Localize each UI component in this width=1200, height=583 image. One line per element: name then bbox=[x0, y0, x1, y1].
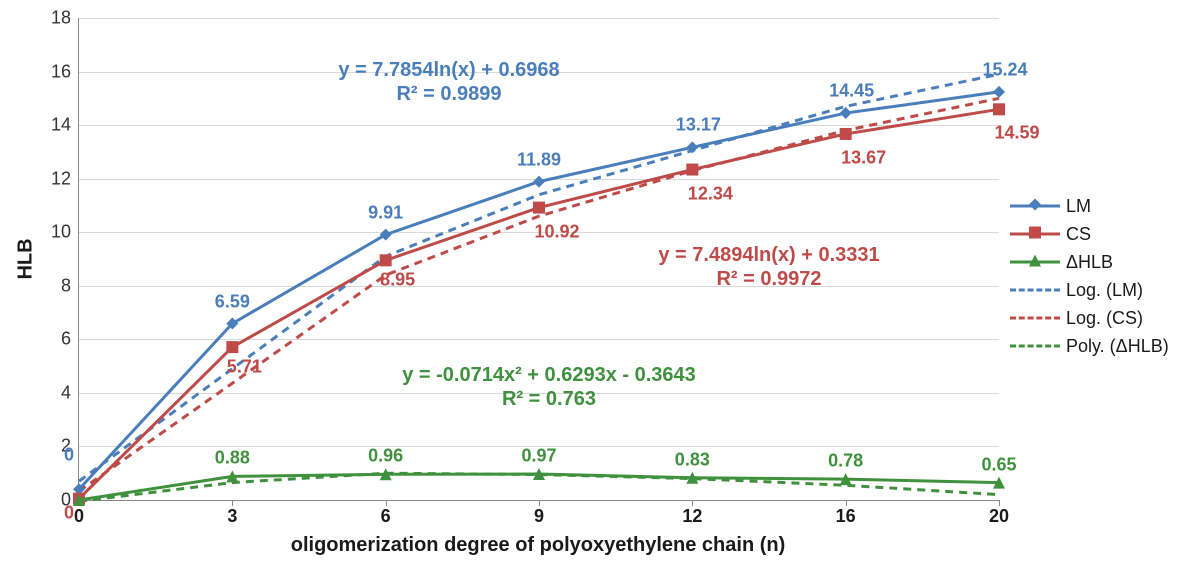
x-tick-label: 12 bbox=[682, 500, 702, 527]
data-label-lm: 14.45 bbox=[829, 81, 874, 102]
triangle-icon bbox=[1028, 252, 1042, 273]
data-label-lm: 6.59 bbox=[215, 291, 250, 312]
legend-swatch bbox=[1010, 195, 1060, 217]
data-label-lm: 13.17 bbox=[676, 115, 721, 136]
data-label-cs: 14.59 bbox=[994, 123, 1039, 144]
legend: LM CS ΔHLB Log. (LM) Log. (CS) Poly. (ΔHLB) bbox=[1010, 192, 1169, 360]
data-label-cs: 12.34 bbox=[688, 183, 733, 204]
data-label-cs: 5.71 bbox=[227, 357, 262, 378]
y-tick-label: 6 bbox=[31, 329, 79, 350]
data-label-dhlb: 0.97 bbox=[521, 446, 556, 467]
y-tick-label: 12 bbox=[31, 168, 79, 189]
data-label-dhlb: 0.96 bbox=[368, 446, 403, 467]
legend-swatch bbox=[1010, 307, 1060, 329]
square-icon bbox=[1028, 224, 1042, 245]
data-label-dhlb: 0.65 bbox=[981, 454, 1016, 475]
legend-item: Log. (LM) bbox=[1010, 276, 1169, 304]
legend-label: Poly. (ΔHLB) bbox=[1066, 336, 1169, 357]
legend-label: Log. (LM) bbox=[1066, 280, 1143, 301]
data-label-cs: 8.95 bbox=[380, 270, 415, 291]
legend-swatch bbox=[1010, 251, 1060, 273]
equation-cs: y = 7.4894ln(x) + 0.3331R² = 0.9972 bbox=[658, 243, 879, 291]
data-label-lm: 0 bbox=[64, 445, 74, 466]
legend-item: LM bbox=[1010, 192, 1169, 220]
x-tick-label: 3 bbox=[227, 500, 237, 527]
y-tick-label: 14 bbox=[31, 115, 79, 136]
legend-swatch bbox=[1010, 335, 1060, 357]
legend-item: CS bbox=[1010, 220, 1169, 248]
data-label-cs: 0 bbox=[64, 502, 74, 523]
y-tick-label: 16 bbox=[31, 61, 79, 82]
data-label-dhlb: 0.88 bbox=[215, 448, 250, 469]
data-label-dhlb: 0.78 bbox=[828, 451, 863, 472]
legend-swatch bbox=[1010, 223, 1060, 245]
legend-label: LM bbox=[1066, 196, 1091, 217]
legend-item: Log. (CS) bbox=[1010, 304, 1169, 332]
y-tick-label: 18 bbox=[31, 8, 79, 29]
legend-swatch bbox=[1010, 279, 1060, 301]
data-label-dhlb: 0.83 bbox=[675, 449, 710, 470]
y-tick-label: 10 bbox=[31, 222, 79, 243]
y-tick-label: 4 bbox=[31, 382, 79, 403]
data-label-lm: 9.91 bbox=[368, 202, 403, 223]
diamond-icon bbox=[1028, 196, 1042, 217]
chart-container: 024681012141618036912162006.599.9111.891… bbox=[0, 0, 1200, 583]
data-label-cs: 13.67 bbox=[841, 147, 886, 168]
equation-dhlb: y = -0.0714x² + 0.6293x - 0.3643R² = 0.7… bbox=[402, 363, 696, 411]
equation-lm: y = 7.7854ln(x) + 0.6968R² = 0.9899 bbox=[338, 58, 559, 106]
x-tick-label: 9 bbox=[534, 500, 544, 527]
y-axis-title: HLB bbox=[15, 238, 38, 279]
x-tick-label: 6 bbox=[381, 500, 391, 527]
x-tick-label: 16 bbox=[836, 500, 856, 527]
legend-label: Log. (CS) bbox=[1066, 308, 1143, 329]
y-tick-label: 8 bbox=[31, 275, 79, 296]
x-tick-label: 20 bbox=[989, 500, 1009, 527]
legend-item: Poly. (ΔHLB) bbox=[1010, 332, 1169, 360]
legend-item: ΔHLB bbox=[1010, 248, 1169, 276]
legend-label: CS bbox=[1066, 224, 1091, 245]
legend-label: ΔHLB bbox=[1066, 252, 1113, 273]
data-label-lm: 11.89 bbox=[517, 149, 561, 170]
plot-area: 024681012141618036912162006.599.9111.891… bbox=[78, 18, 999, 501]
data-label-lm: 15.24 bbox=[982, 59, 1027, 80]
data-label-cs: 10.92 bbox=[534, 221, 579, 242]
x-axis-title: oligomerization degree of polyoxyethylen… bbox=[291, 534, 786, 557]
